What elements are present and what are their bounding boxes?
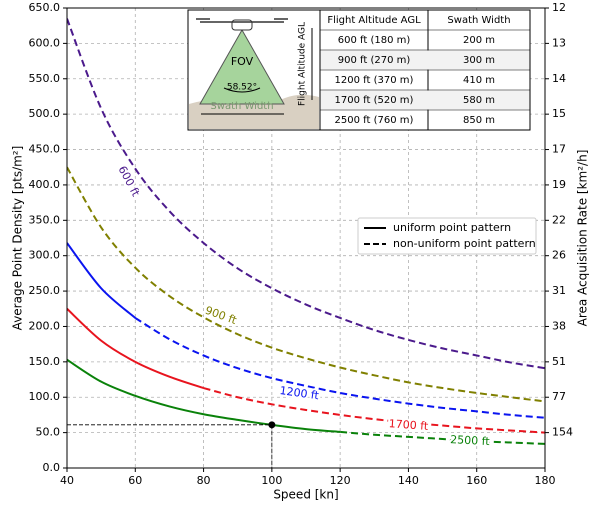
table-cell: 900 ft (270 m) (338, 55, 411, 66)
x-tick-label: 80 (197, 474, 211, 487)
y-axis-label: Average Point Density [pts/m²] (11, 146, 25, 331)
legend-box (357, 217, 537, 255)
series-label: 1700 ft (388, 417, 429, 433)
y2-tick-label: 12 (552, 1, 566, 14)
y2-tick-label: 51 (552, 355, 566, 368)
y2-tick-label: 14 (552, 72, 566, 85)
y-tick-label: 650.0 (29, 1, 61, 14)
altitude-label: Flight Altitude AGL (298, 22, 308, 106)
angle-arc (223, 87, 261, 93)
y2-tick-label: 19 (552, 178, 566, 191)
y-tick-label: 400.0 (29, 178, 61, 191)
x-tick-label: 160 (466, 474, 487, 487)
table-cell: 1700 ft (520 m) (335, 95, 414, 106)
series-line (134, 317, 545, 419)
series-line (67, 358, 341, 433)
y-tick-label: 350.0 (29, 213, 61, 226)
y-tick-label: 300.0 (29, 249, 61, 262)
y2-tick-label: 26 (552, 249, 566, 262)
x-tick-label: 120 (330, 474, 351, 487)
table-row-bg (320, 90, 530, 110)
legend-label: uniform point pattern (393, 221, 511, 234)
series-line (67, 18, 545, 370)
table-cell: 600 ft (180 m) (338, 35, 411, 46)
plot-frame (66, 7, 546, 469)
table-cell: 2500 ft (760 m) (335, 115, 414, 126)
table-header: Flight Altitude AGL (327, 15, 421, 26)
table-cell: 410 m (463, 75, 495, 86)
series-line (340, 430, 545, 445)
marker-point (268, 421, 276, 429)
table-cell: 580 m (463, 95, 495, 106)
x-tick-label: 100 (261, 474, 282, 487)
y2-tick-label: 22 (552, 213, 566, 226)
fov-label: FOV (231, 55, 254, 68)
x-tick-label: 40 (60, 474, 74, 487)
y2-tick-label: 17 (552, 143, 566, 156)
y2-tick-label: 154 (552, 426, 573, 439)
x-tick-label: 140 (398, 474, 419, 487)
y-tick-label: 550.0 (29, 72, 61, 85)
series-line (203, 387, 545, 434)
series-label: 2500 ft (450, 433, 491, 448)
y-tick-label: 600.0 (29, 36, 61, 49)
y-tick-label: 150.0 (29, 355, 61, 368)
series-line (67, 166, 545, 403)
y-tick-label: 200.0 (29, 319, 61, 332)
x-axis-label: Speed [kn] (273, 488, 338, 502)
table-row-bg (320, 50, 530, 70)
angle-label: 58.52° (227, 83, 257, 93)
legend-label: non-uniform point pattern (393, 237, 536, 250)
y2-tick-label: 15 (552, 107, 566, 120)
y-tick-label: 50.0 (36, 426, 61, 439)
y-tick-label: 450.0 (29, 143, 61, 156)
y2-tick-label: 13 (552, 36, 566, 49)
y2-axis-label: Area Acquisition Rate [km²/h] (576, 150, 590, 327)
x-tick-label: 180 (535, 474, 556, 487)
swath-label: Swath Width (210, 101, 273, 112)
series-label: 900 ft (203, 304, 239, 328)
table-cell: 850 m (463, 115, 495, 126)
table-cell: 200 m (463, 35, 495, 46)
table-cell: 1200 ft (370 m) (335, 75, 414, 86)
series-line (67, 242, 136, 319)
table-header: Swath Width (447, 15, 510, 26)
y-tick-label: 250.0 (29, 284, 61, 297)
series-line (67, 308, 204, 389)
y-tick-label: 500.0 (29, 107, 61, 120)
table-cell: 300 m (463, 55, 495, 66)
y2-tick-label: 77 (552, 390, 566, 403)
fov-cone (199, 28, 285, 105)
y2-tick-label: 31 (552, 284, 566, 297)
y2-tick-label: 38 (552, 319, 566, 332)
y-tick-label: 100.0 (29, 390, 61, 403)
y-tick-label: 0.0 (43, 461, 61, 474)
x-tick-label: 60 (128, 474, 142, 487)
series-label: 600 ft (116, 164, 143, 199)
